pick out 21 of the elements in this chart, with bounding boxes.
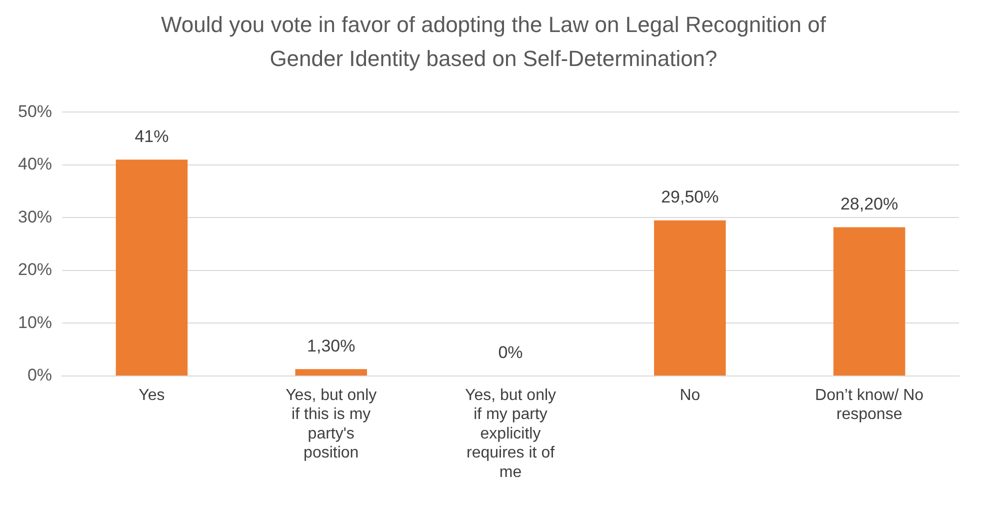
y-tick-label: 20%	[18, 260, 52, 280]
y-tick-label: 0%	[27, 366, 52, 385]
x-tick-label: Yes, but only if my party explicitly requires it of me	[464, 387, 556, 481]
x-tick-label: Yes	[138, 387, 165, 404]
bar	[295, 369, 367, 376]
y-tick-label: 10%	[18, 312, 52, 332]
data-label: 29,50%	[661, 188, 719, 207]
bar	[833, 227, 906, 376]
data-label: 0%	[498, 343, 523, 362]
data-label: 1,30%	[307, 336, 356, 356]
y-tick-label: 50%	[18, 102, 52, 121]
y-tick-label: 30%	[18, 207, 52, 226]
bar	[116, 160, 188, 376]
data-label: 28,20%	[840, 194, 898, 214]
chart-title: Would you vote in favor of adopting the Law on Legal Recognition of Gender Identity based on Self-Determination?	[160, 11, 827, 73]
x-tick-label: Don’t know/ No response	[815, 387, 924, 424]
x-tick-label: No	[680, 387, 700, 404]
x-tick-label: Yes, but only if this is my party's position	[286, 387, 377, 462]
data-label: 41%	[134, 126, 169, 146]
y-tick-label: 40%	[18, 154, 52, 174]
bar	[654, 220, 726, 376]
